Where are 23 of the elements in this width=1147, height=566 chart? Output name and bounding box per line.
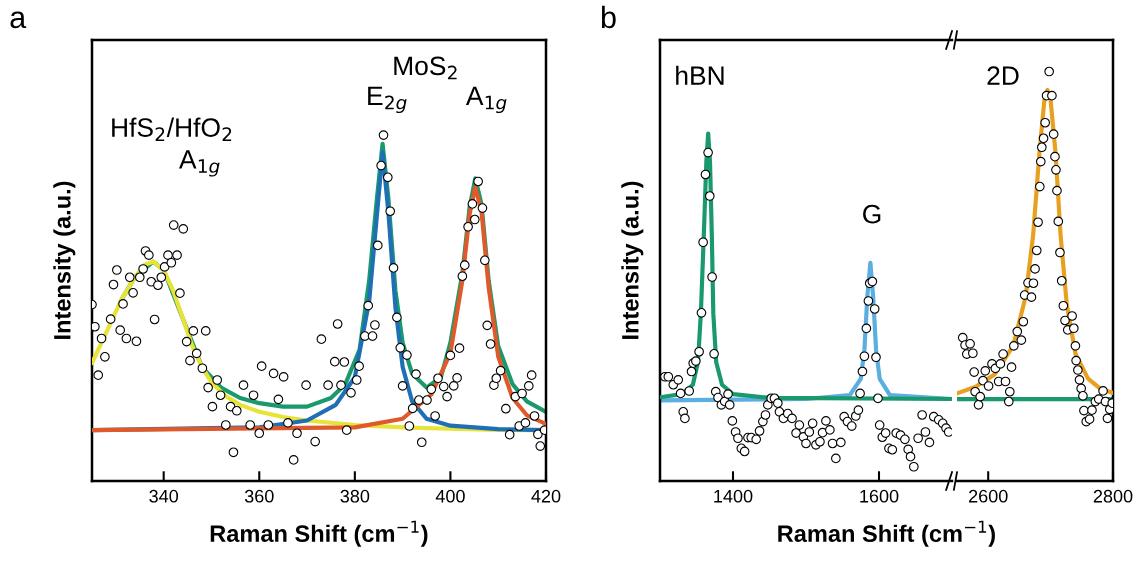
x-tick-label: 2600	[969, 489, 1008, 503]
annotation: A$_{1g}$	[178, 150, 220, 177]
x-axis-title: Raman Shift (cm$^{−1}$)	[210, 520, 428, 547]
text: E$_{2g}$	[368, 86, 407, 114]
x-tick-label: 340	[149, 489, 179, 503]
annotation: HfS$_{2}$/HfO$_{2}$	[112, 117, 232, 141]
y-axis-title: Intensity (a.u.)	[621, 181, 644, 339]
y-axis-title: Intensity (a.u.)	[53, 181, 76, 339]
text: hBN	[676, 65, 724, 85]
x-tick-label: 400	[435, 489, 465, 503]
text: A$_{1g}$	[465, 86, 507, 114]
annotation: G	[863, 204, 881, 224]
x-tick-label: 420	[531, 489, 561, 503]
x-tick-label: 380	[340, 489, 370, 503]
chart-title: a	[10, 11, 27, 29]
x-tick-label: 360	[244, 489, 274, 503]
text: MoS$_{2}$	[394, 56, 457, 80]
x-tick-label: 1400	[714, 489, 753, 503]
chart-title: b	[601, 5, 616, 29]
x-tick-label: 1600	[860, 489, 899, 503]
annotation: 2D	[987, 66, 1019, 85]
x-tick-label: 2800	[1093, 489, 1133, 503]
x-axis-title: Raman Shift (cm$^{−1}$)	[778, 520, 995, 547]
